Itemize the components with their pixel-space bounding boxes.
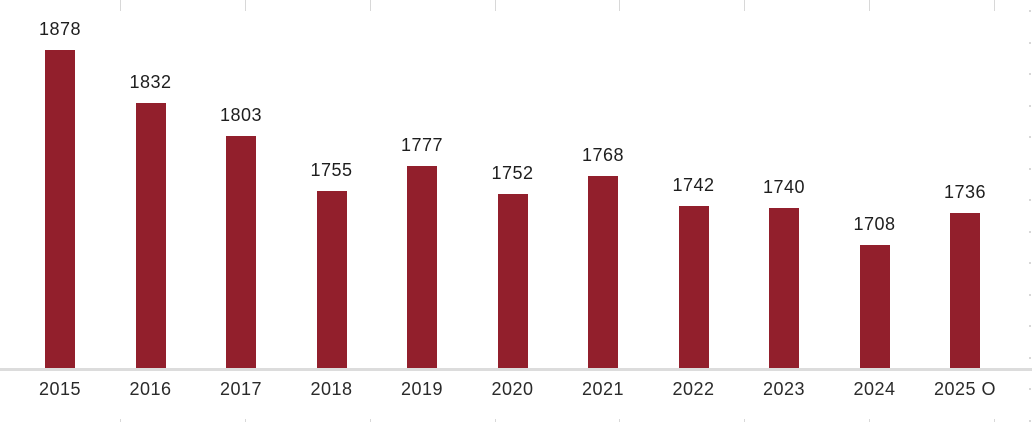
- value-label: 1740: [762, 176, 806, 197]
- gridline-tick-bottom: [869, 419, 871, 422]
- x-tick-label: 2018: [310, 379, 353, 399]
- bar: [678, 205, 709, 368]
- gridline-tick-bottom: [369, 419, 371, 422]
- x-tick-label: 2025 O: [933, 379, 997, 399]
- gridline-tick-top: [744, 0, 746, 11]
- gridline-tick-top: [369, 0, 371, 11]
- x-tick-label: 2023: [762, 379, 806, 399]
- gridline-tick-top: [244, 0, 246, 11]
- gridline-tick-bottom: [244, 419, 246, 422]
- gridline-tick-right: [1029, 419, 1031, 422]
- x-tick-label: 2021: [581, 379, 625, 399]
- value-label: 1832: [129, 71, 172, 92]
- gridline-tick-right: [1029, 230, 1031, 233]
- gridline-tick-bottom: [993, 419, 995, 422]
- gridline-tick-bottom: [120, 419, 121, 422]
- bar: [497, 194, 528, 368]
- gridline-tick-right: [1029, 293, 1031, 296]
- gridline-tick-top: [619, 0, 621, 11]
- gridline-tick-right: [1029, 388, 1031, 390]
- bar: [859, 244, 890, 368]
- gridline-tick-top: [120, 0, 121, 11]
- gridline-tick-bottom: [494, 419, 496, 422]
- value-label: 1768: [581, 144, 625, 165]
- x-tick-label: 2022: [672, 379, 715, 399]
- value-label: 1777: [400, 134, 444, 155]
- gridline-tick-right: [1029, 73, 1031, 75]
- x-tick-label: 2015: [38, 379, 82, 399]
- bar: [226, 135, 256, 368]
- gridline-tick-right: [1029, 136, 1031, 138]
- x-tick-label: 2016: [129, 379, 172, 399]
- value-label: 1708: [853, 213, 896, 234]
- x-tick-label: 2024: [853, 379, 896, 399]
- gridline-tick-bottom: [619, 419, 621, 422]
- gridline-tick-right: [1029, 325, 1031, 327]
- bar: [588, 175, 618, 368]
- gridline-tick-top: [993, 0, 995, 11]
- bar: [407, 165, 437, 368]
- gridline-tick-right: [1029, 41, 1031, 44]
- gridline-tick-right: [1029, 10, 1031, 12]
- bar: [769, 207, 799, 368]
- value-label: 1742: [672, 174, 715, 195]
- gridline-tick-right: [1029, 262, 1031, 264]
- gridline-tick-right: [1029, 104, 1031, 107]
- gridline-tick-bottom: [744, 419, 746, 422]
- gridline-tick-right: [1029, 199, 1031, 201]
- value-label: 1752: [491, 163, 534, 184]
- x-axis-baseline: [0, 368, 1032, 371]
- bar: [135, 102, 166, 368]
- gridline-tick-top: [869, 0, 871, 11]
- x-tick-label: 2020: [491, 379, 534, 399]
- x-tick-label: 2019: [400, 379, 444, 399]
- value-label: 1803: [219, 104, 263, 125]
- value-label: 1878: [38, 19, 82, 40]
- gridline-tick-right: [1029, 356, 1031, 359]
- value-label: 1736: [943, 181, 987, 202]
- gridline-tick-top: [494, 0, 496, 11]
- value-label: 1755: [310, 159, 353, 180]
- bar: [316, 190, 347, 368]
- x-tick-label: 2017: [219, 379, 263, 399]
- bar: [45, 50, 75, 368]
- bar: [950, 212, 980, 368]
- gridline-tick-right: [1029, 167, 1031, 170]
